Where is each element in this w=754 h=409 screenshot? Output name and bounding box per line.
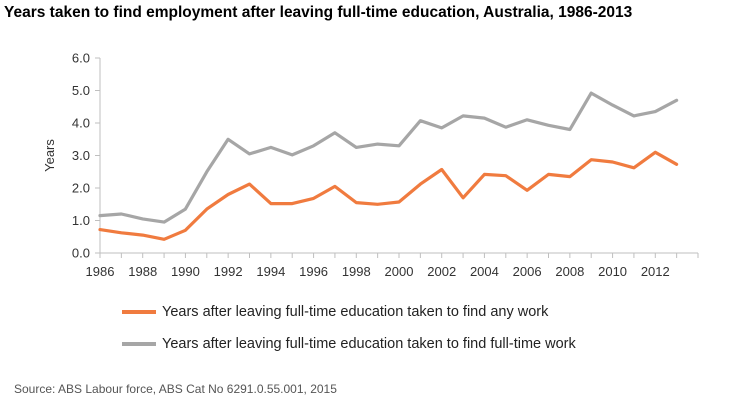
x-tick-label: 2002	[427, 264, 456, 279]
x-tick-label: 1998	[342, 264, 371, 279]
x-axis: 1986 1988 1990 1992 1994 1996 1998 2000 2002 2004…	[86, 252, 699, 279]
y-tick-label: 3.0	[72, 148, 90, 163]
series-line-any-work	[98, 150, 679, 241]
x-tick-label: 1988	[128, 264, 157, 279]
y-tick-label: 0.0	[72, 246, 90, 261]
series-line-full-time-work	[98, 91, 679, 224]
y-tick-label: 4.0	[72, 116, 90, 131]
legend-label-full-time-work: Years after leaving full-time education …	[162, 336, 576, 352]
y-axis: 0.0 1.0 2.0 3.0 4.0 5.0 6.0	[72, 51, 101, 261]
legend-item-full-time-work: Years after leaving full-time education …	[122, 334, 576, 354]
x-tick-label: 2008	[555, 264, 584, 279]
x-tick-label: 2010	[598, 264, 627, 279]
legend-item-any-work: Years after leaving full-time education …	[122, 302, 576, 322]
legend-swatch-any-work	[122, 310, 156, 314]
x-tick-label: 1986	[86, 264, 115, 279]
y-axis-label: Years	[42, 139, 57, 172]
legend-label-any-work: Years after leaving full-time education …	[162, 304, 549, 320]
y-tick-label: 2.0	[72, 181, 90, 196]
x-tick-label: 2000	[385, 264, 414, 279]
y-tick-label: 6.0	[72, 51, 90, 66]
x-tick-label: 2004	[470, 264, 499, 279]
source-note: Source: ABS Labour force, ABS Cat No 629…	[14, 382, 337, 396]
line-chart: 0.01.02.03.04.05.06.0 1986 1988 1990 1992 19…	[42, 51, 699, 279]
legend-swatch-full-time-work	[122, 342, 156, 346]
x-tick-label: 1996	[299, 264, 328, 279]
y-tick-label: 5.0	[72, 83, 90, 98]
series-layer	[98, 91, 679, 241]
legend: Years after leaving full-time education …	[122, 302, 576, 366]
x-tick-label: 2012	[641, 264, 670, 279]
x-tick-label: 2006	[513, 264, 542, 279]
x-tick-label: 1990	[171, 264, 200, 279]
y-tick-label: 1.0	[72, 213, 90, 228]
x-tick-label: 1992	[214, 264, 243, 279]
x-tick-label: 1994	[256, 264, 285, 279]
chart-title: Years taken to find employment after lea…	[4, 4, 633, 21]
